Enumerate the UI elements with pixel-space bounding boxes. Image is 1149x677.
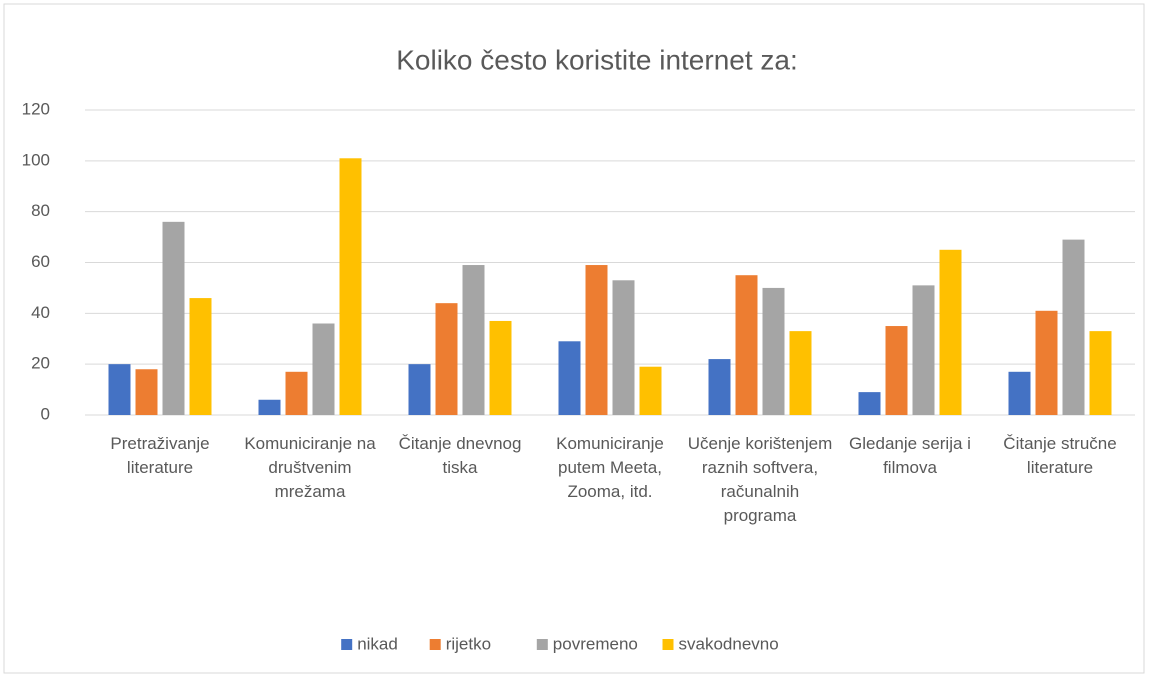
bar: [339, 158, 362, 415]
bar: [585, 265, 608, 415]
legend-swatch: [536, 639, 548, 650]
bar: [1035, 310, 1058, 415]
y-tick-label: 40: [31, 303, 50, 322]
bar: [612, 280, 635, 415]
x-tick-label: Čitanje dnevnog tiska: [398, 434, 522, 477]
y-tick-label: 60: [31, 252, 50, 271]
bar: [558, 341, 581, 415]
legend-label: rijetko: [446, 634, 491, 653]
bar: [639, 366, 662, 415]
bar: [708, 359, 731, 415]
bar: [162, 221, 185, 415]
bar: [135, 369, 158, 415]
x-tick-label: Komuniciranje na društvenim mrežama: [244, 434, 376, 501]
bar: [489, 320, 512, 415]
bar: [312, 323, 335, 415]
legend-swatch: [341, 639, 353, 650]
bar: [858, 392, 881, 415]
y-tick-label: 20: [31, 354, 50, 373]
bar: [258, 399, 281, 415]
x-tick-label: Komuniciranje putem Meeta, Zooma, itd.: [556, 434, 664, 501]
bar: [1062, 239, 1085, 415]
x-tick-label: Pretraživanje literature: [110, 434, 210, 477]
bar: [885, 326, 908, 415]
legend-swatch: [429, 639, 441, 650]
x-tick-label: Čitanje stručne literature: [1003, 434, 1117, 477]
chart-title: Koliko često koristite internet za:: [396, 44, 798, 75]
bar: [789, 331, 812, 415]
bar: [1089, 331, 1112, 415]
legend-label: nikad: [357, 634, 398, 653]
bar: [735, 275, 758, 415]
x-tick-label: Učenje korištenjem raznih softvera, raču…: [687, 434, 833, 525]
bar: [1008, 371, 1031, 415]
bar: [912, 285, 935, 415]
bar: [189, 298, 212, 415]
legend-swatch: [662, 639, 674, 650]
bar: [408, 364, 431, 415]
y-tick-label: 100: [22, 150, 50, 169]
bar: [939, 249, 962, 415]
y-tick-label: 0: [41, 404, 50, 423]
bar: [108, 364, 131, 415]
bar: [435, 303, 458, 415]
legend-label: svakodnevno: [679, 634, 779, 653]
y-tick-label: 80: [31, 201, 50, 220]
bar: [285, 371, 308, 415]
y-tick-label: 120: [22, 99, 50, 118]
x-tick-label: Gledanje serija i filmova: [849, 434, 971, 477]
bar: [762, 287, 785, 415]
legend-label: povremeno: [553, 634, 638, 653]
bar: [462, 265, 485, 415]
